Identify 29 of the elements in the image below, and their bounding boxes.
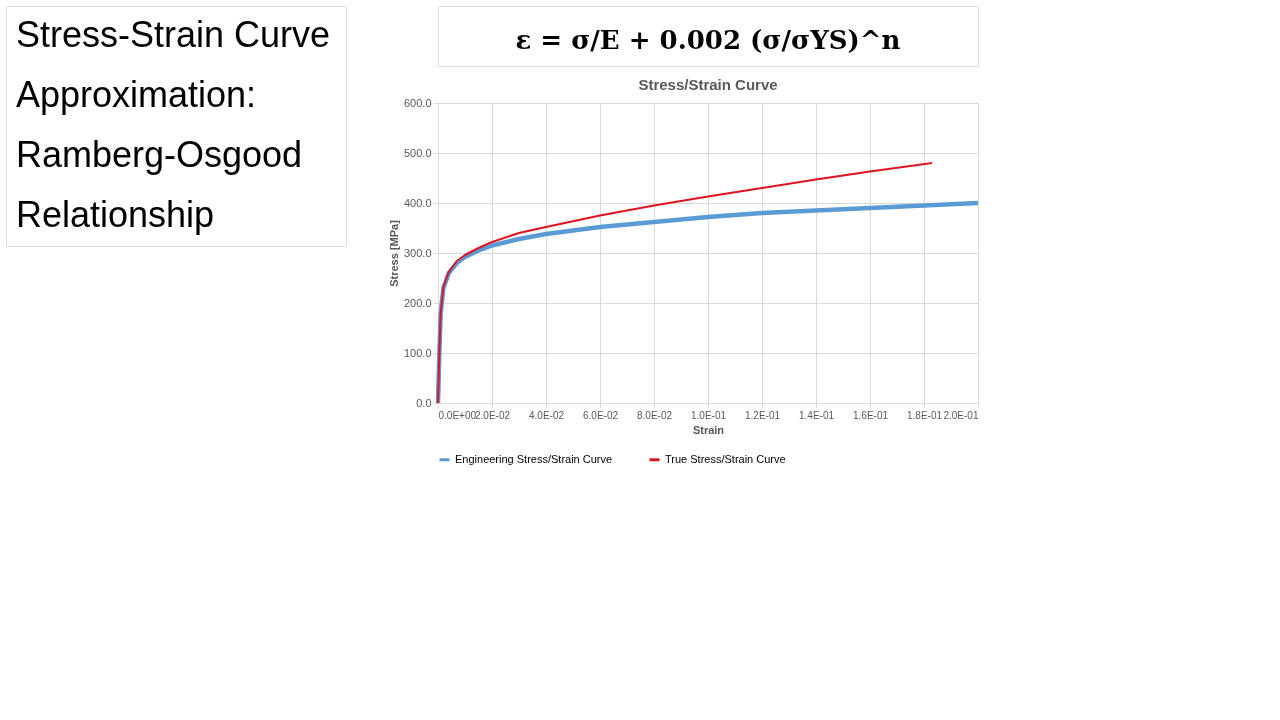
line-series (437, 162, 934, 404)
y-tick-label: 300.0 (403, 246, 432, 259)
y-tick-label: 600.0 (403, 96, 432, 109)
chart-title: Stress/Strain Curve (638, 76, 778, 93)
text: Approximation: (16, 74, 257, 115)
x-tick-label: 6.0E-02 (582, 409, 619, 421)
x-tick-label: 4.0E-02 (528, 409, 565, 421)
x-tick-label: 8.0E-02 (636, 409, 673, 421)
x-tick-label: 1.4E-01 (798, 409, 835, 421)
x-tick-label: 1.8E-01 (906, 409, 943, 421)
x-tick-label: 1.6E-01 (852, 409, 889, 421)
text: Ramberg-Osgood (16, 134, 303, 175)
y-axis-title: Stress [MPa] (387, 219, 400, 287)
x-axis-title: Strain (692, 423, 725, 436)
x-tick-label: 2.0E-02 (474, 409, 511, 421)
legend-label: Engineering Stress/Strain Curve (455, 452, 613, 465)
y-tick-label: 400.0 (403, 196, 432, 209)
text: Relationship (16, 194, 215, 235)
y-tick-label: 0.0 (416, 396, 432, 409)
y-tick-label: 200.0 (403, 296, 432, 309)
x-tick-label: 1.0E-01 (690, 409, 727, 421)
text: Stress-Strain Curve (16, 14, 331, 55)
text: ε = σ/E + 0.002 (σ/σYS)^n (515, 25, 901, 55)
x-tick-label: 2.0E-01 (943, 409, 979, 421)
y-tick-label: 500.0 (403, 146, 432, 159)
x-tick-label: 1.2E-01 (744, 409, 781, 421)
legend-label: True Stress/Strain Curve (665, 452, 786, 465)
x-tick-label: 0.0E+00 (438, 409, 477, 421)
y-tick-label: 100.0 (403, 346, 432, 359)
